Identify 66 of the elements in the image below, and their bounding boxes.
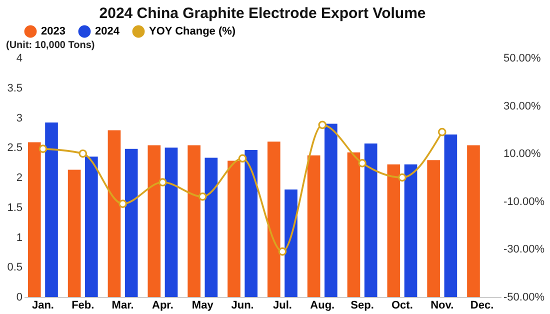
x-tick-label: Sep. [350, 300, 374, 312]
point [318, 120, 327, 130]
text: (Unit: 10,000 Tons) [6, 40, 95, 51]
y-tick-label: 0.5 [7, 262, 22, 274]
x-tick-label: Apr. [152, 300, 174, 312]
point [158, 178, 167, 186]
bar [404, 164, 418, 297]
y2-tick-label: -10.00% [504, 196, 545, 208]
bar [85, 156, 98, 297]
bar [244, 150, 258, 297]
bar [204, 158, 218, 297]
y-tick-label: 0 [16, 292, 22, 304]
bar [68, 170, 81, 297]
y-tick-label: 4 [16, 52, 22, 64]
x-tick-label: Jul. [272, 300, 292, 312]
x-tick-label: Oct. [392, 300, 413, 312]
chart-title: 2024 China Graphite Electrode Export Volume [99, 5, 426, 22]
legend-label: 2023 [41, 26, 66, 38]
point [118, 200, 127, 208]
x-tick-label: Aug. [310, 300, 335, 312]
bar [267, 142, 280, 297]
x-tick-label: Mar. [112, 300, 134, 312]
x-tick-label: Nov. [430, 300, 454, 312]
y2-tick-label: -50.00% [504, 292, 545, 304]
bar [324, 124, 338, 297]
bar [228, 160, 240, 297]
y-tick-label: 3 [16, 112, 22, 124]
point [238, 154, 247, 163]
point [398, 173, 406, 182]
y2-tick-label: 30.00% [504, 100, 542, 112]
point [278, 247, 287, 256]
bar [387, 164, 400, 297]
y-tick-label: 3.5 [7, 82, 22, 94]
bar [45, 122, 58, 297]
bar [148, 145, 161, 297]
y2-tick-label: 50.00% [504, 52, 542, 64]
point [438, 128, 446, 136]
bar [364, 143, 378, 297]
bar [284, 189, 298, 297]
x-tick-label: Jan. [32, 300, 54, 312]
y-tick-label: 1 [16, 232, 22, 244]
bar [164, 148, 178, 297]
legend-label: 2024 [95, 26, 120, 38]
bar [28, 142, 41, 297]
legend-label: YOY Change (%) [149, 26, 236, 38]
point [38, 144, 48, 153]
point [358, 159, 366, 168]
bar [467, 145, 480, 297]
bar [124, 148, 138, 297]
point [198, 192, 207, 201]
bar [307, 155, 320, 297]
bar [108, 130, 121, 297]
x-tick-label: Feb. [72, 300, 94, 312]
bar [427, 160, 440, 297]
x-tick-label: Dec. [470, 300, 494, 312]
point [78, 149, 88, 158]
y-tick-label: 2 [16, 172, 22, 184]
y2-tick-label: 10.00% [504, 148, 542, 160]
bar [188, 145, 200, 297]
y-tick-label: 2.5 [7, 142, 22, 154]
y-tick-label: 1.5 [7, 202, 22, 214]
x-tick-label: Jun. [231, 300, 254, 312]
x-tick-label: May [192, 300, 214, 312]
bar [347, 152, 360, 297]
y2-tick-label: -30.00% [504, 244, 545, 256]
bar [444, 134, 458, 297]
